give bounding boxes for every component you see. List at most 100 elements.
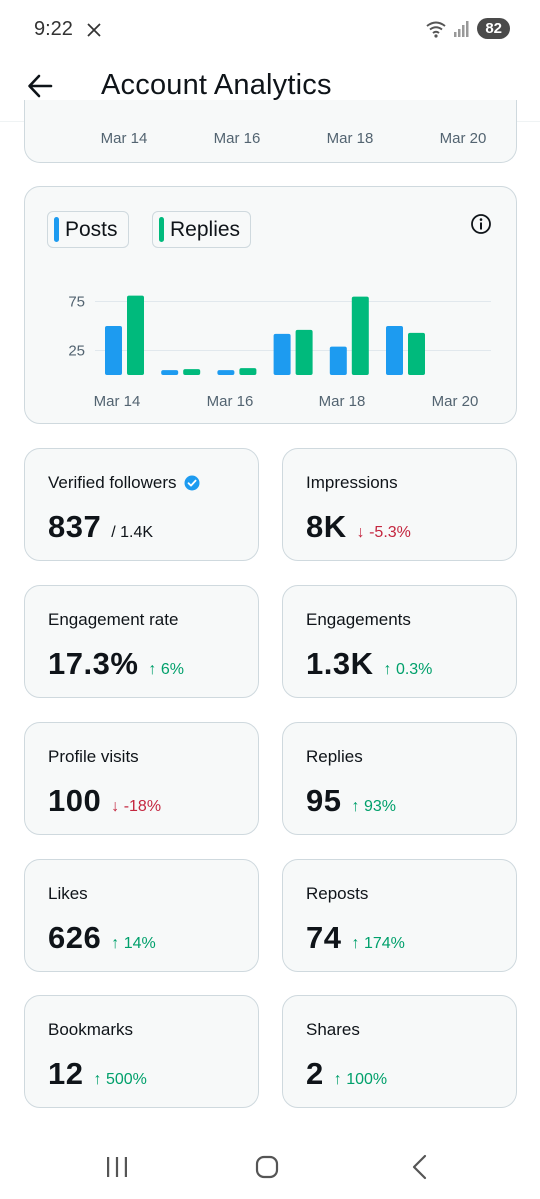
metric-card-impressions[interactable]: Impressions 8K ↓ -5.3% [282,448,517,561]
metric-card-likes[interactable]: Likes 626 ↑ 14% [24,859,259,972]
back-icon [409,1154,431,1180]
metric-label-text: Likes [48,884,88,904]
bar-replies-mar-16[interactable] [296,330,313,375]
metric-label: Bookmarks [48,1020,133,1040]
metric-value: 74 [306,920,341,956]
metric-label: Engagements [306,610,411,630]
metric-delta: ↑ 500% [93,1071,146,1089]
metric-delta-value: 174% [364,935,405,952]
delta-arrow-up-icon: ↑ [148,661,156,678]
metric-delta: ↑ 14% [111,935,155,953]
bar-replies-mar-15[interactable] [239,368,256,375]
metric-card-profile-visits[interactable]: Profile visits 100 ↓ -18% [24,722,259,835]
bar-replies-mar-17[interactable] [352,297,369,375]
metric-label: Reposts [306,884,368,904]
metric-delta-value: -18% [124,798,161,815]
delta-arrow-up-icon: ↑ [111,935,119,952]
bar-posts-mar-18[interactable] [386,326,403,375]
home-button[interactable] [247,1147,287,1187]
y-tick-label: 75 [68,294,85,311]
metric-label-text: Profile visits [48,747,139,767]
delta-arrow-up-icon: ↑ [93,1071,101,1088]
top-tick-label: Mar 20 [440,130,487,147]
metric-label: Verified followers [48,473,200,493]
bar-replies-mar-13[interactable] [127,296,144,375]
x-tick-label: Mar 18 [319,393,366,410]
metric-value-row: 95 ↑ 93% [306,783,396,819]
metric-value: 8K [306,509,347,545]
status-time: 9:22 [34,18,73,41]
metric-value-row: 100 ↓ -18% [48,783,161,819]
metric-value-row: 17.3% ↑ 6% [48,646,184,682]
y-tick-label: 25 [68,343,85,360]
system-nav-bar [0,1129,540,1199]
system-back-button[interactable] [400,1147,440,1187]
status-indicators: 82 [425,18,510,39]
bar-posts-mar-13[interactable] [105,326,122,375]
delta-arrow-up-icon: ↑ [351,798,359,815]
metric-delta-value: 14% [124,935,156,952]
metric-label: Impressions [306,473,398,493]
signal-icon [453,20,471,38]
metric-delta: ↑ 174% [351,935,404,953]
bar-chart: 25 75 Mar 14 Mar 16 Mar 18 Mar 20 [25,187,518,425]
posts-replies-chart-card: Posts Replies 25 75 Mar 14 Mar 16 Mar 18 Mar … [24,186,517,424]
metric-delta-value: 93% [364,798,396,815]
metric-delta-value: 0.3% [396,661,432,678]
delta-arrow-up-icon: ↑ [334,1071,342,1088]
metric-delta-value: 6% [161,661,184,678]
metric-card-shares[interactable]: Shares 2 ↑ 100% [282,995,517,1108]
metric-delta: ↑ 0.3% [383,661,432,679]
metric-card-reposts[interactable]: Reposts 74 ↑ 174% [282,859,517,972]
metric-label-text: Shares [306,1020,360,1040]
top-tick-label: Mar 14 [101,130,148,147]
wifi-icon [425,20,447,38]
verified-badge-icon [184,475,200,491]
metric-card-replies[interactable]: Replies 95 ↑ 93% [282,722,517,835]
metric-value: 2 [306,1056,324,1092]
metric-label: Likes [48,884,88,904]
metric-delta-value: -5.3% [369,524,411,541]
metric-delta: ↓ -18% [111,798,161,816]
bar-replies-mar-14[interactable] [183,369,200,375]
recent-apps-button[interactable] [97,1147,137,1187]
metric-value: 12 [48,1056,83,1092]
metric-card-engagement-rate[interactable]: Engagement rate 17.3% ↑ 6% [24,585,259,698]
metric-label: Replies [306,747,363,767]
metric-delta: ↑ 6% [148,661,184,679]
home-icon [254,1154,280,1180]
metric-card-verified-followers[interactable]: Verified followers 837 / 1.4K [24,448,259,561]
impressions-chart-card: Mar 14 Mar 16 Mar 18 Mar 20 [24,100,517,163]
metric-value: 1.3K [306,646,373,682]
bar-posts-mar-15[interactable] [217,370,234,375]
metric-label-text: Engagements [306,610,411,630]
metric-label: Engagement rate [48,610,178,630]
bar-posts-mar-16[interactable] [274,334,291,375]
metric-delta: ↑ 100% [334,1071,387,1089]
metric-value-row: 837/ 1.4K [48,509,153,545]
metric-value-row: 626 ↑ 14% [48,920,156,956]
metric-label: Shares [306,1020,360,1040]
metric-label: Profile visits [48,747,139,767]
x-tick-label: Mar 14 [94,393,141,410]
metric-delta: ↑ 93% [351,798,395,816]
metric-value-row: 2 ↑ 100% [306,1056,387,1092]
status-bar: 9:22 82 [0,0,540,60]
metric-value: 100 [48,783,101,819]
metric-label-text: Bookmarks [48,1020,133,1040]
metric-card-bookmarks[interactable]: Bookmarks 12 ↑ 500% [24,995,259,1108]
x-tick-label: Mar 16 [207,393,254,410]
metric-label-text: Verified followers [48,473,177,493]
top-tick-label: Mar 16 [214,130,261,147]
bar-posts-mar-17[interactable] [330,347,347,375]
metric-delta-value: 100% [346,1071,387,1088]
metric-card-engagements[interactable]: Engagements 1.3K ↑ 0.3% [282,585,517,698]
delta-arrow-down-icon: ↓ [357,524,365,541]
metric-value: 17.3% [48,646,138,682]
back-button[interactable] [22,68,58,104]
arrow-left-icon [27,73,53,99]
bar-posts-mar-14[interactable] [161,370,178,375]
bar-replies-mar-18[interactable] [408,333,425,375]
delta-arrow-down-icon: ↓ [111,798,119,815]
metric-value: 837 [48,509,101,545]
